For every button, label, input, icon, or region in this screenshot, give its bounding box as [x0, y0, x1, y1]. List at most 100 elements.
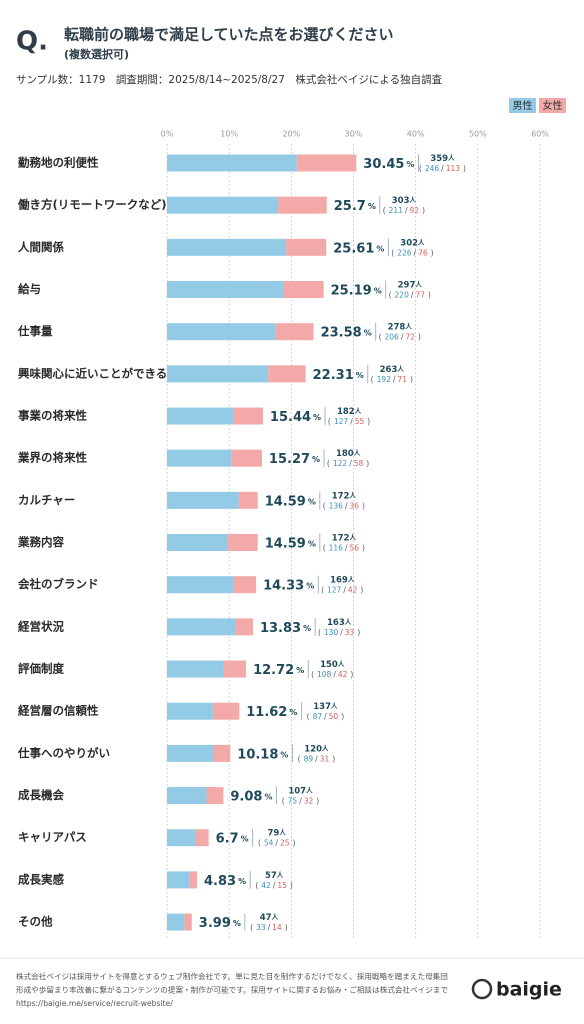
- breakdown-label: (246/113): [419, 164, 466, 173]
- count-unit: 人: [349, 490, 356, 499]
- total-label: 14.33%: [263, 578, 314, 593]
- slash: /: [315, 754, 318, 763]
- x-tick-label: 10%: [220, 130, 238, 139]
- male-count: 54: [264, 839, 274, 848]
- count-label: 297人: [398, 280, 423, 291]
- total-label: 25.19%: [331, 283, 382, 298]
- count-value: 169: [330, 575, 348, 585]
- male-count: 127: [334, 417, 349, 426]
- category-label: 業界の将来性: [17, 451, 87, 465]
- total-label: 11.62%: [246, 705, 297, 720]
- paren: (: [318, 628, 321, 637]
- female-count: 32: [304, 797, 314, 806]
- count-unit: 人: [345, 617, 352, 626]
- legend-swatch: [539, 98, 566, 113]
- count-label: 169人: [330, 575, 355, 586]
- total-value: 25.19: [331, 283, 372, 298]
- female-count: 42: [348, 586, 358, 595]
- count-value: 79: [268, 828, 280, 838]
- x-tick-label: 30%: [345, 130, 363, 139]
- breakdown-label: (192/71): [371, 375, 413, 384]
- footer-text: 形成や歩留まり率改善に繋がるコンテンツの提案・制作が可能です。採用サイトに関する…: [16, 985, 448, 995]
- slash: /: [340, 628, 343, 637]
- count-unit: 人: [397, 364, 404, 373]
- total-value: 30.45: [363, 157, 404, 172]
- total-unit: %: [368, 202, 376, 211]
- male-count: 246: [425, 164, 440, 173]
- bar-segment: [167, 407, 234, 425]
- paren: (: [298, 754, 301, 763]
- category-label: 給与: [18, 282, 41, 296]
- total-value: 14.33: [263, 578, 304, 593]
- bar-segment: [167, 618, 236, 636]
- total-unit: %: [280, 750, 288, 759]
- count-unit: 人: [405, 322, 412, 331]
- category-label: 人間関係: [18, 240, 64, 254]
- paren: ): [362, 544, 365, 553]
- male-count: 33: [256, 923, 266, 932]
- female-count: 77: [415, 291, 425, 300]
- total-value: 15.44: [270, 410, 311, 425]
- paren: ): [463, 164, 466, 173]
- slash: /: [345, 544, 348, 553]
- paren: ): [422, 206, 425, 215]
- total-value: 4.83: [204, 873, 236, 888]
- total-label: 12.72%: [253, 663, 304, 678]
- category-label: 興味関心に近いことができる: [18, 366, 167, 380]
- category-label: その他: [18, 915, 53, 929]
- paren: ): [316, 797, 319, 806]
- bar-segment: [213, 744, 231, 762]
- male-count: 116: [329, 544, 344, 553]
- paren: ): [341, 712, 344, 721]
- legend-swatch: [509, 98, 536, 113]
- total-unit: %: [356, 370, 364, 379]
- breakdown-label: (116/56): [323, 544, 365, 553]
- category-label: キャリアパス: [18, 830, 87, 844]
- category-label: 成長機会: [18, 788, 64, 802]
- total-unit: %: [313, 413, 321, 422]
- total-label: 6.7%: [216, 831, 249, 846]
- breakdown-label: (75/32): [282, 797, 320, 806]
- paren: (: [389, 291, 392, 300]
- bar-segment: [167, 744, 214, 762]
- paren: (: [311, 670, 314, 679]
- bar-segment: [231, 449, 262, 467]
- bar-segment: [195, 829, 209, 847]
- count-unit: 人: [409, 195, 416, 204]
- count-unit: 人: [418, 237, 425, 246]
- total-unit: %: [374, 286, 382, 295]
- slash: /: [414, 248, 417, 257]
- count-value: 172: [332, 491, 350, 501]
- count-unit: 人: [355, 406, 362, 415]
- bar-segment: [206, 787, 224, 805]
- bar-segment: [167, 534, 229, 552]
- category-label: 仕事量: [17, 324, 53, 338]
- chart-title: 転職前の職場で満足していた点をお選びください: [64, 26, 394, 44]
- breakdown-label: (226/76): [391, 248, 433, 257]
- count-unit: 人: [338, 659, 345, 668]
- count-value: 163: [327, 617, 345, 627]
- slash: /: [350, 417, 353, 426]
- breakdown-label: (54/25): [258, 839, 296, 848]
- count-label: 57人: [265, 870, 284, 881]
- breakdown-label: (87/50): [307, 712, 345, 721]
- total-value: 14.59: [265, 536, 306, 551]
- total-label: 4.83%: [204, 873, 246, 888]
- total-value: 3.99: [199, 916, 231, 931]
- count-label: 182人: [337, 406, 362, 417]
- count-value: 47: [260, 913, 272, 923]
- bar-segment: [167, 702, 213, 720]
- count-label: 263人: [380, 364, 405, 375]
- male-count: 136: [329, 501, 344, 510]
- count-unit: 人: [331, 701, 338, 710]
- paren: ): [366, 459, 369, 468]
- total-label: 14.59%: [265, 536, 316, 551]
- total-unit: %: [308, 497, 316, 506]
- count-unit: 人: [415, 280, 422, 289]
- slash: /: [405, 206, 408, 215]
- slash: /: [333, 670, 336, 679]
- female-count: 14: [272, 923, 282, 932]
- bar-segment: [167, 238, 287, 256]
- total-label: 15.44%: [270, 410, 321, 425]
- breakdown-label: (136/36): [323, 501, 365, 510]
